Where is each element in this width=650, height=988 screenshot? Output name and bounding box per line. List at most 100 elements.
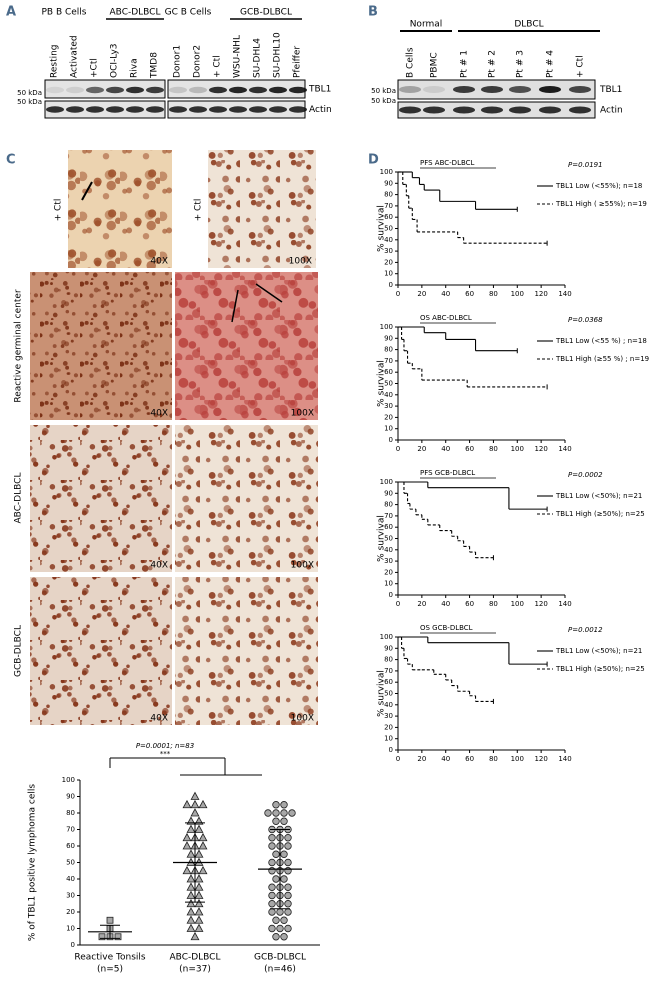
x-tick-note: (n=5) <box>97 965 123 975</box>
x-tick-label: 40 <box>441 290 450 298</box>
x-tick-label: 80 <box>489 445 498 453</box>
x-tick-label: 60 <box>465 755 474 763</box>
y-tick-label: 30 <box>384 557 393 565</box>
y-tick-label: 50 <box>66 859 75 867</box>
kda-label: 50 kDa <box>17 98 42 106</box>
point <box>284 842 292 850</box>
band <box>509 86 531 93</box>
group-label: GC B Cells <box>165 8 212 18</box>
point <box>194 824 204 833</box>
point <box>272 933 280 941</box>
y-tick-label: 80 <box>384 346 393 354</box>
band <box>539 86 561 93</box>
point <box>284 924 292 933</box>
band <box>539 106 561 114</box>
point <box>198 841 208 850</box>
x-tick-label: Reactive Tonsils <box>74 953 145 963</box>
y-tick-label: 50 <box>384 690 393 698</box>
band <box>66 86 84 94</box>
lane-label: TMD8 <box>150 52 160 79</box>
x-tick-label: 40 <box>441 600 450 608</box>
x-tick-note: (n=37) <box>179 965 211 975</box>
point <box>182 841 192 850</box>
x-tick-label: 140 <box>558 290 571 298</box>
kda-label: 50 kDa <box>17 89 42 97</box>
band <box>86 86 104 94</box>
y-tick-label: 70 <box>384 512 393 520</box>
y-tick-label: 40 <box>384 546 393 554</box>
group-label: Normal <box>410 20 443 30</box>
y-axis-label: % survival <box>377 360 387 407</box>
arrow <box>81 181 93 201</box>
band <box>249 106 267 113</box>
point <box>268 834 276 842</box>
x-tick-label: 140 <box>558 445 571 453</box>
x-tick-label: 20 <box>417 290 426 298</box>
y-tick-label: 100 <box>380 168 393 176</box>
point <box>268 867 276 875</box>
x-tick-label: 0 <box>396 600 400 608</box>
y-tick-label: 100 <box>62 776 75 784</box>
y-tick-label: 60 <box>384 523 393 531</box>
magnification: 40X <box>150 561 168 571</box>
legend-label: TBL1 Low (<50%); n=21 <box>555 647 642 655</box>
band <box>249 86 267 94</box>
x-tick-label: 0 <box>396 290 400 298</box>
band <box>569 106 591 114</box>
point <box>190 931 200 941</box>
x-tick-label: 100 <box>511 755 524 763</box>
lane-label: + Ctl <box>576 55 586 78</box>
lane-label: Pfeiffer <box>293 46 303 78</box>
y-tick-label: 30 <box>384 247 393 255</box>
y-tick-label: 30 <box>384 402 393 410</box>
x-tick-label: 80 <box>489 755 498 763</box>
ihc-image <box>30 577 172 725</box>
y-tick-label: 40 <box>66 875 75 883</box>
band <box>453 86 475 93</box>
point <box>272 801 280 809</box>
chart-title: OS GCB-DLBCL <box>420 624 473 632</box>
y-tick-label: 50 <box>384 225 393 233</box>
point <box>288 809 296 817</box>
x-tick-label: 20 <box>417 600 426 608</box>
band <box>229 106 247 113</box>
lane-label: Donor1 <box>173 45 183 78</box>
ihc-image <box>30 272 172 420</box>
x-tick-label: 60 <box>465 600 474 608</box>
y-tick-label: 80 <box>384 656 393 664</box>
y-tick-label: 20 <box>384 723 393 731</box>
point <box>194 923 204 932</box>
group-label: GCB-DLBCL <box>240 8 292 18</box>
y-tick-label: 0 <box>389 436 393 444</box>
x-tick-label: 120 <box>534 755 547 763</box>
band <box>66 106 84 113</box>
band <box>289 86 307 94</box>
point <box>276 924 284 933</box>
y-tick-label: 80 <box>384 501 393 509</box>
chart-title: PFS ABC-DLBCL <box>420 159 475 167</box>
band <box>289 106 307 113</box>
p-value: P=0.0002 <box>568 471 603 479</box>
point <box>194 890 204 899</box>
point <box>284 900 292 908</box>
y-tick-label: 20 <box>384 258 393 266</box>
x-tick-label: ABC-DLBCL <box>170 953 221 963</box>
panel-letter: A <box>6 5 16 20</box>
group-label: ABC-DLBCL <box>110 8 161 18</box>
x-tick-label: 0 <box>396 445 400 453</box>
lane-label: Riva <box>130 58 140 78</box>
point <box>186 824 196 833</box>
lane-label: OCI-Ly3 <box>110 43 120 78</box>
y-axis-label: % survival <box>377 515 387 562</box>
point <box>268 842 276 850</box>
ihc-image <box>68 150 172 268</box>
point <box>186 874 196 883</box>
arrow <box>255 283 283 303</box>
y-tick-label: 0 <box>389 281 393 289</box>
y-tick-label: 0 <box>389 591 393 599</box>
band <box>106 86 124 94</box>
y-tick-label: 90 <box>384 644 393 652</box>
legend-label: TBL1 High ( ≥55%); n=19 <box>555 200 647 208</box>
band <box>189 106 207 113</box>
y-tick-label: 50 <box>384 380 393 388</box>
